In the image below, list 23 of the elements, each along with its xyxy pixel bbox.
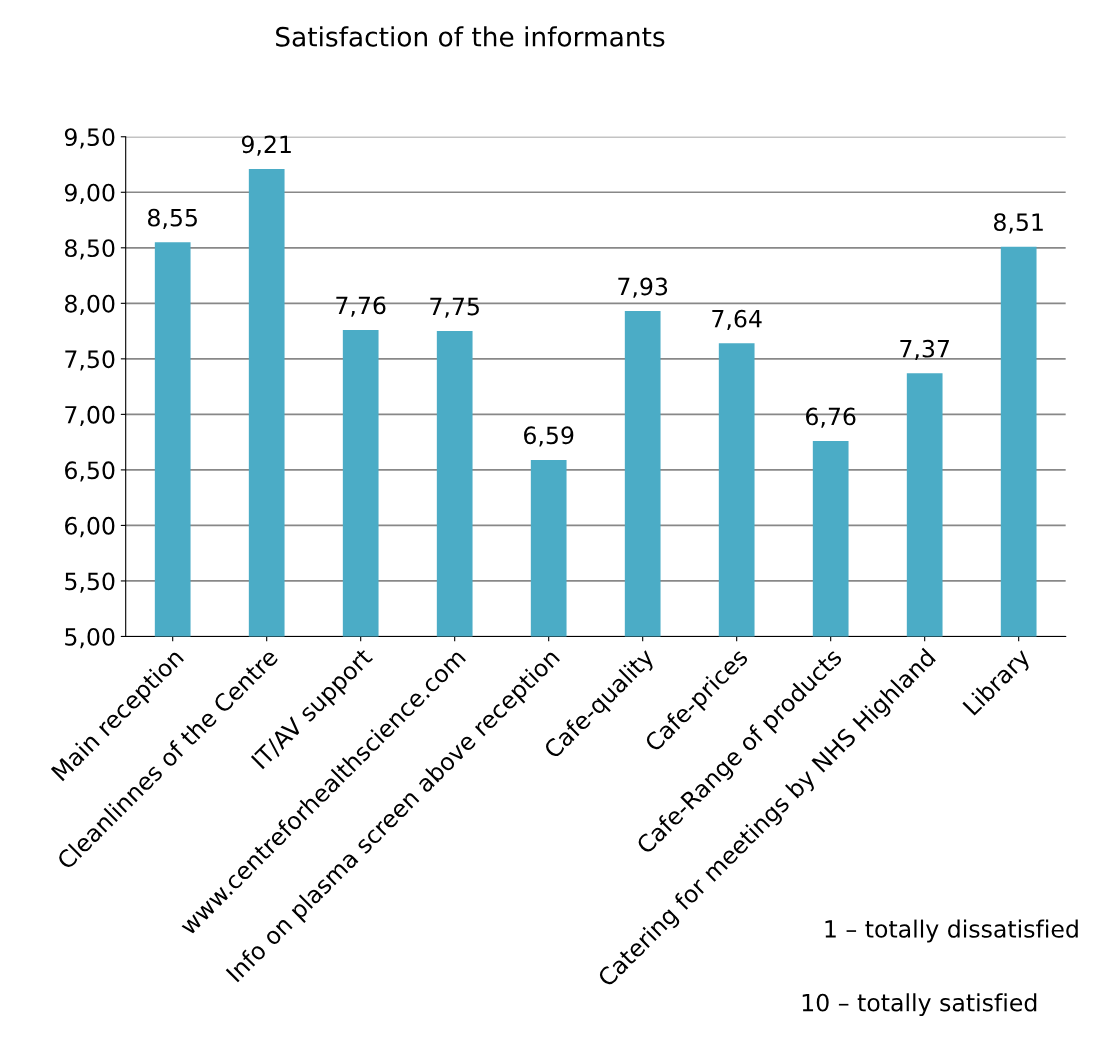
y-tick-label: 5,00 xyxy=(65,627,115,649)
y-tick-label: 7,50 xyxy=(65,350,115,371)
data-label: 6,59 xyxy=(524,426,574,447)
y-tick-label: 8,00 xyxy=(65,294,115,316)
data-label: 8,51 xyxy=(993,213,1043,234)
data-label: 9,21 xyxy=(241,135,291,156)
y-tick-label: 6,00 xyxy=(65,516,115,538)
text: 10 – totally satisfied xyxy=(802,993,1037,1017)
data-label: 7,93 xyxy=(618,277,668,298)
data-label: 6,76 xyxy=(806,407,856,428)
data-label: 7,76 xyxy=(336,296,386,317)
data-label: 8,55 xyxy=(148,208,197,229)
text: 1 – totally dissatisfied xyxy=(825,919,1078,943)
y-tick-label: 8,50 xyxy=(65,239,115,260)
data-label: 7,37 xyxy=(900,339,949,361)
y-tick-label: 9,50 xyxy=(64,128,115,149)
y-tick-label: 7,00 xyxy=(65,405,115,427)
y-tick-label: 5,50 xyxy=(65,572,115,593)
data-label: 7,64 xyxy=(712,309,762,331)
y-tick-label: 6,50 xyxy=(65,461,115,482)
chart-title: Satisfaction of the informants xyxy=(276,26,665,47)
y-tick-label: 9,00 xyxy=(64,183,115,204)
data-label: 7,75 xyxy=(430,297,479,318)
